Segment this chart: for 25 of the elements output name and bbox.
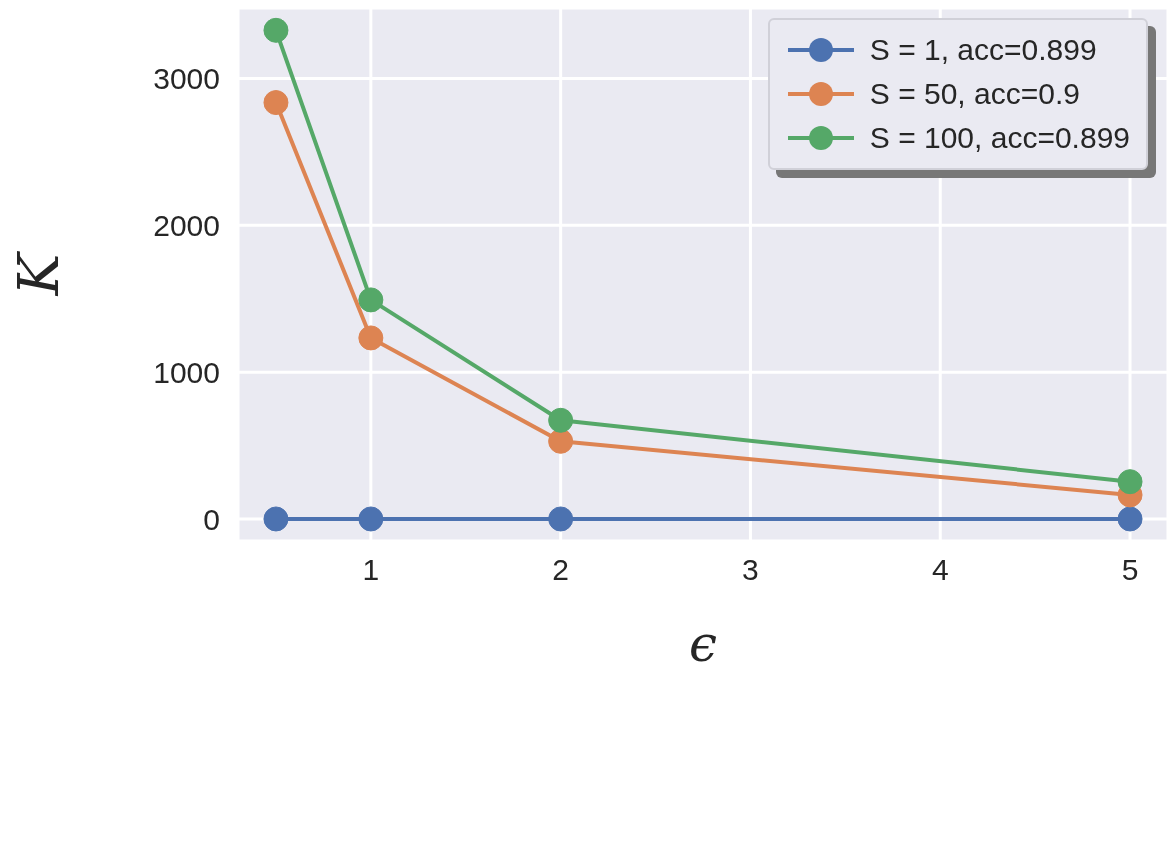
legend-label: S = 1, acc=0.899 xyxy=(869,33,1097,67)
y-tick-label: 0 xyxy=(203,502,220,536)
x-axis-title: ϵ xyxy=(688,615,718,673)
point xyxy=(358,287,384,313)
point xyxy=(548,428,574,454)
point xyxy=(548,506,574,532)
x-tick-label: 2 xyxy=(552,553,569,587)
point xyxy=(1117,506,1143,532)
legend-label: S = 100, acc=0.899 xyxy=(869,121,1130,155)
point xyxy=(263,90,289,116)
y-axis-title: K xyxy=(5,250,71,297)
point xyxy=(358,325,384,351)
y-tick-label: 1000 xyxy=(153,355,220,389)
legend-label: S = 50, acc=0.9 xyxy=(869,77,1080,111)
point xyxy=(263,506,289,532)
y-tick-label: 3000 xyxy=(153,62,220,96)
x-tick-label: 4 xyxy=(931,553,949,587)
point xyxy=(358,506,384,532)
x-tick-label: 5 xyxy=(1121,553,1139,587)
x-tick-label: 3 xyxy=(742,553,759,587)
point xyxy=(1117,469,1143,495)
y-tick-label: 2000 xyxy=(153,208,220,242)
point xyxy=(263,17,289,43)
point xyxy=(548,407,574,433)
x-tick-label: 1 xyxy=(362,553,380,587)
